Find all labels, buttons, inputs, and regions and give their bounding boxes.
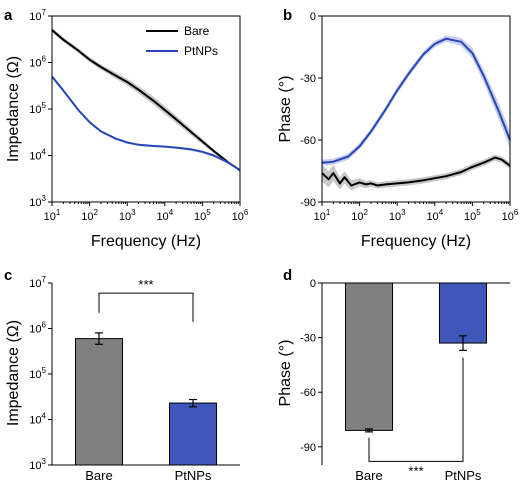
y-tick-label: 104 bbox=[29, 148, 46, 163]
series-line-bare bbox=[321, 156, 511, 187]
panel-c-y-axis-title: Impedance (Ω) bbox=[5, 320, 22, 426]
y-tick-label: -30 bbox=[300, 333, 316, 345]
panel-a-x-axis-title: Frequency (Hz) bbox=[91, 233, 201, 250]
y-tick-label: 0 bbox=[310, 11, 316, 23]
significance-bracket bbox=[368, 357, 464, 462]
x-tick-label: 105 bbox=[194, 208, 211, 223]
y-tick-label: -90 bbox=[300, 197, 316, 209]
panel-d-error-bars bbox=[365, 335, 467, 433]
y-tick-label: 107 bbox=[29, 275, 46, 290]
series-line-ptnps bbox=[51, 75, 241, 172]
panel-a-ticks: 101 102 103 104 105 106 103 104 105 106 107 bbox=[29, 8, 249, 223]
panel-a-legend: Bare PtNPs bbox=[146, 24, 218, 58]
panel-b-ticks: 101 102 103 104 105 106 0 -30 -60 -90 bbox=[300, 11, 519, 223]
y-tick-label: 103 bbox=[29, 194, 46, 209]
y-tick-label: 107 bbox=[29, 8, 46, 23]
bar-bare bbox=[75, 338, 123, 466]
x-tick-label: 106 bbox=[502, 208, 519, 223]
x-tick-label: 101 bbox=[314, 208, 331, 223]
error-band-bare bbox=[52, 27, 240, 172]
panel-c-significance: *** bbox=[98, 277, 194, 322]
panel-c-error-bars bbox=[95, 332, 197, 408]
x-tick-label: 106 bbox=[232, 208, 249, 223]
panel-d-y-axis-title: Phase (°) bbox=[277, 340, 294, 407]
x-tick-label: 103 bbox=[119, 208, 136, 223]
significance-bracket bbox=[98, 292, 194, 322]
x-tick-label: 105 bbox=[464, 208, 481, 223]
bar-ptnps bbox=[439, 282, 487, 344]
y-tick-label: -60 bbox=[300, 135, 316, 147]
x-tick-label: 103 bbox=[389, 208, 406, 223]
y-tick-label: -30 bbox=[300, 73, 316, 85]
error-band-ptnps bbox=[52, 74, 240, 172]
error-band-ptnps bbox=[322, 35, 510, 166]
category-label-ptnps: PtNPs bbox=[175, 468, 212, 483]
panel-d-bars bbox=[345, 282, 487, 431]
panel-letter-b: b bbox=[283, 7, 292, 24]
panel-c-ticks: 103 104 105 106 107 Bare PtNPs bbox=[29, 275, 240, 483]
category-label-bare: Bare bbox=[355, 468, 382, 483]
y-tick-label: 105 bbox=[29, 366, 46, 381]
y-tick-label: 0 bbox=[310, 278, 316, 290]
panel-d-significance: *** bbox=[368, 357, 464, 478]
y-tick-label: -90 bbox=[300, 442, 316, 454]
error-band-bare bbox=[322, 154, 510, 191]
y-tick-label: 105 bbox=[29, 101, 46, 116]
significance-label: *** bbox=[138, 277, 153, 292]
panel-b-phase-spectrum: b 101 102 103 104 105 106 0 -30 -60 -90 Frequency… bbox=[277, 7, 519, 250]
category-label-bare: Bare bbox=[85, 468, 112, 483]
x-tick-label: 102 bbox=[351, 208, 368, 223]
panel-a-lines bbox=[51, 29, 241, 172]
panel-d-phase-bars: d *** 0 -30 -60 -90 Bare PtNPs Phase (°) bbox=[277, 267, 510, 483]
category-label-ptnps: PtNPs bbox=[445, 468, 482, 483]
y-tick-label: -60 bbox=[300, 387, 316, 399]
legend-label-ptnps: PtNPs bbox=[184, 44, 218, 58]
panel-a-impedance-spectrum: a 101 102 103 104 105 106 103 104 105 106 107 Freq… bbox=[4, 7, 249, 250]
panel-b-error-bands bbox=[322, 35, 510, 191]
x-tick-label: 102 bbox=[81, 208, 98, 223]
panel-letter-a: a bbox=[4, 7, 13, 24]
series-line-ptnps bbox=[321, 37, 511, 164]
panel-b-plot-frame bbox=[321, 15, 511, 203]
panel-a-y-axis-title: Impedance (Ω) bbox=[5, 56, 22, 162]
y-tick-label: 104 bbox=[29, 412, 46, 427]
series-line-bare bbox=[51, 29, 241, 172]
panel-b-y-axis-title: Phase (°) bbox=[277, 76, 294, 143]
x-tick-label: 104 bbox=[426, 208, 443, 223]
significance-label: *** bbox=[408, 463, 423, 478]
y-tick-label: 106 bbox=[29, 55, 46, 70]
x-tick-label: 101 bbox=[44, 208, 61, 223]
legend-label-bare: Bare bbox=[184, 24, 210, 38]
y-tick-label: 103 bbox=[29, 457, 46, 472]
panel-c-bars bbox=[75, 338, 217, 466]
bar-ptnps bbox=[169, 402, 217, 466]
panel-b-lines bbox=[321, 37, 511, 187]
panel-letter-c: c bbox=[4, 267, 12, 284]
x-tick-label: 104 bbox=[156, 208, 173, 223]
panel-letter-d: d bbox=[283, 267, 292, 284]
y-tick-label: 106 bbox=[29, 321, 46, 336]
panel-d-ticks: 0 -30 -60 -90 Bare PtNPs bbox=[300, 278, 510, 483]
panel-c-impedance-bars: c *** 103 104 105 106 107 Bare PtNPs Impedance… bbox=[4, 267, 240, 483]
bar-bare bbox=[345, 282, 393, 431]
panel-b-x-axis-title: Frequency (Hz) bbox=[361, 233, 471, 250]
